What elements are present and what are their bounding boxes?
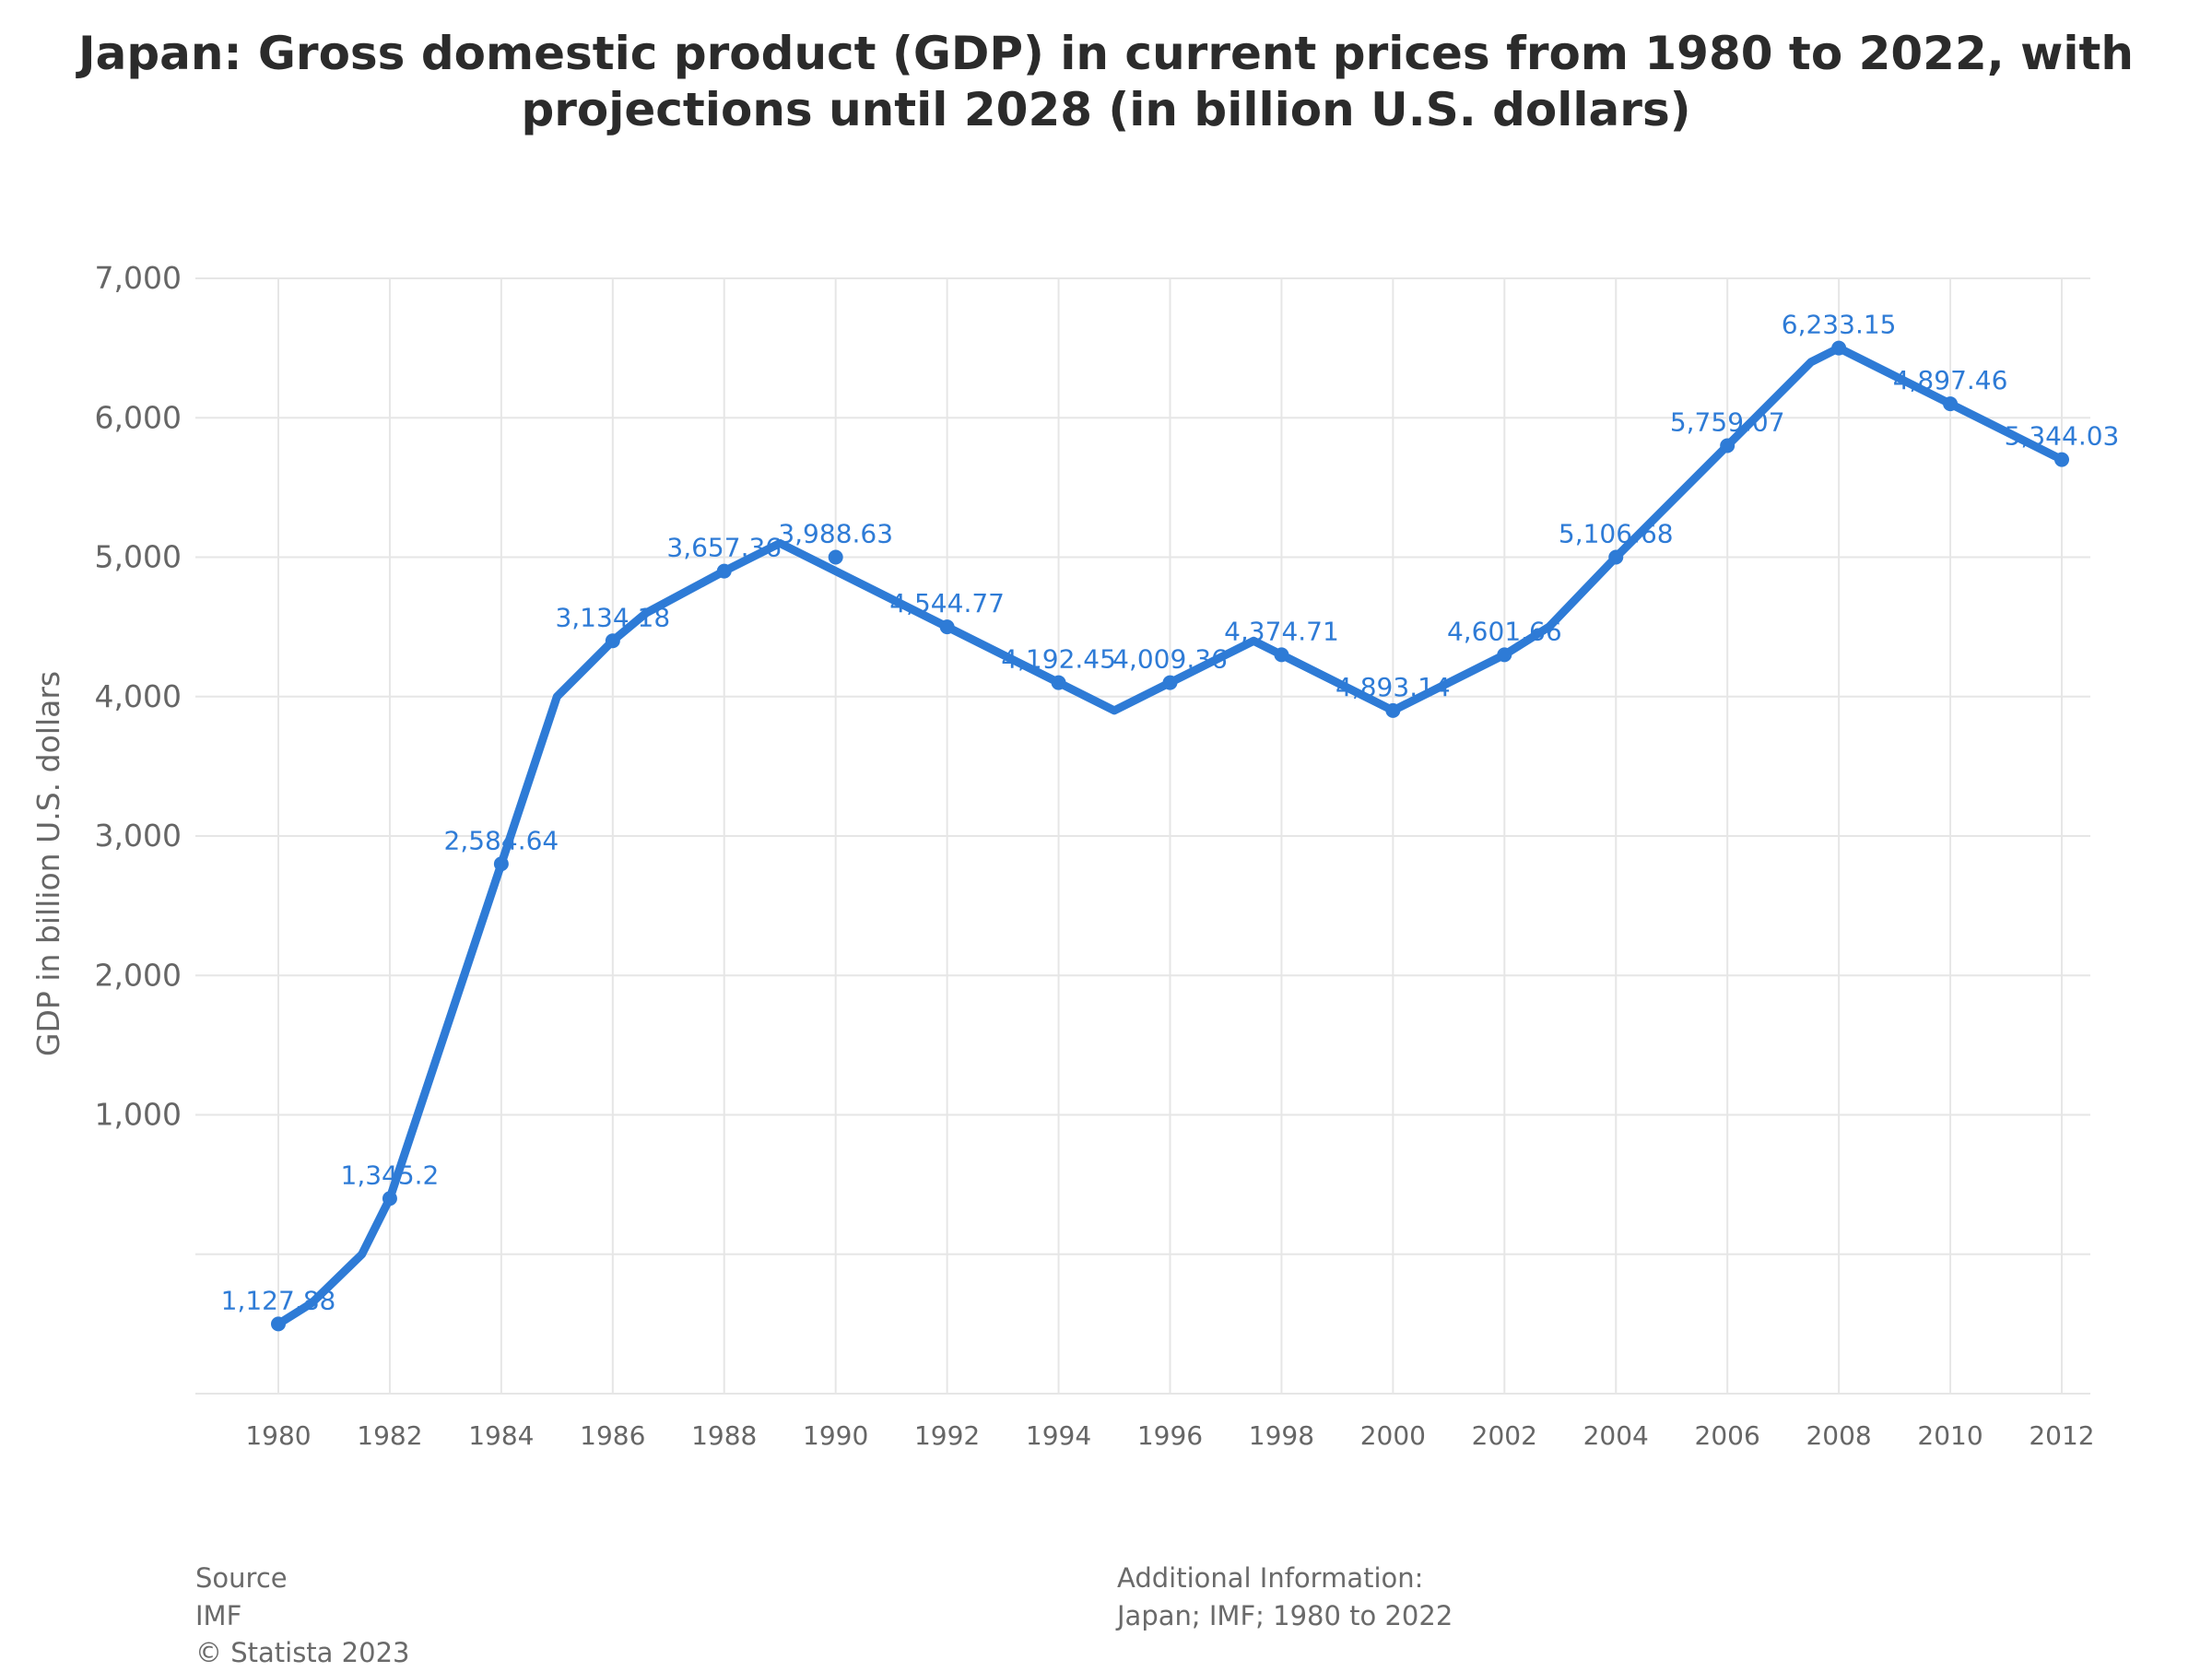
- data-point: [1274, 647, 1289, 663]
- data-point: [716, 563, 732, 579]
- data-point: [1720, 438, 1735, 453]
- x-tick-label: 1986: [580, 1420, 645, 1451]
- data-point: [271, 1316, 286, 1332]
- axes: 1,000 2,000 3,000 4,000 5,000 6,000 7,000 1980 1…: [30, 260, 2095, 1451]
- y-tick-label: 4,000: [95, 678, 182, 714]
- x-tick-label: 1982: [357, 1420, 422, 1451]
- additional-info-value: Japan; IMF; 1980 to 2022: [1117, 1599, 1453, 1631]
- x-tick-label: 2010: [1917, 1420, 1983, 1451]
- data-label: 4,601.66: [1447, 616, 1562, 646]
- data-point: [493, 856, 509, 872]
- data-label: 3,134.18: [555, 602, 670, 632]
- data-point: [828, 549, 843, 565]
- data-point: [939, 619, 955, 635]
- y-tick-label: 7,000: [95, 260, 182, 296]
- data-point: [1608, 549, 1624, 565]
- data-label: 4,374.71: [1224, 616, 1339, 646]
- data-label: 4,009.36: [1112, 644, 1228, 675]
- x-tick-label: 1988: [691, 1420, 757, 1451]
- chart-title-line-2: projections until 2028 (in billion U.S. …: [521, 83, 1691, 136]
- data-point: [1943, 396, 1959, 412]
- data-point: [1162, 675, 1178, 690]
- data-label: 6,233.15: [1782, 310, 1897, 340]
- data-point: [605, 633, 620, 649]
- x-tick-label: 1980: [245, 1420, 311, 1451]
- y-tick-label: 6,000: [95, 399, 182, 435]
- data-point: [1497, 647, 1512, 663]
- x-tick-label: 2002: [1472, 1420, 1537, 1451]
- x-tick-label: 2008: [1806, 1420, 1871, 1451]
- x-tick-label: 2012: [2029, 1420, 2094, 1451]
- data-label: 5,106.68: [1559, 519, 1674, 549]
- series-line: [274, 344, 2066, 1328]
- data-label: 2,584.64: [444, 825, 559, 855]
- y-axis-title: GDP in billion U.S. dollars: [30, 671, 66, 1056]
- data-label: 4,192.45: [1001, 644, 1116, 675]
- data-labels: 1,127.88 1,345.2 2,584.64 3,134.18 3,657.363…: [221, 310, 2120, 1316]
- data-label: 4,893.14: [1335, 672, 1451, 702]
- data-label: 3,657.36: [666, 533, 782, 563]
- x-tick-label: 1990: [803, 1420, 868, 1451]
- data-label: 3,988.63: [778, 519, 893, 549]
- data-label: 5,344.03: [2005, 421, 2120, 452]
- data-point: [1051, 675, 1066, 690]
- source-value[interactable]: IMF: [195, 1599, 242, 1631]
- chart-title-line-1: Japan: Gross domestic product (GDP) in c…: [78, 27, 2134, 80]
- data-label: 1,127.88: [221, 1285, 336, 1315]
- y-tick-label: 3,000: [95, 818, 182, 854]
- copyright[interactable]: © Statista 2023: [195, 1637, 410, 1669]
- y-tick-label: 2,000: [95, 957, 182, 993]
- source-label: Source: [195, 1562, 288, 1594]
- y-tick-label: 5,000: [95, 539, 182, 575]
- x-tick-label: 1992: [914, 1420, 980, 1451]
- footer-source: Source IMF © Statista 2023: [195, 1560, 409, 1672]
- x-tick-label: 2000: [1360, 1420, 1426, 1451]
- data-point: [1831, 340, 1847, 356]
- data-label: 4,544.77: [889, 588, 1005, 618]
- x-tick-label: 1996: [1137, 1420, 1203, 1451]
- data-point: [2054, 452, 2069, 467]
- additional-info-label: Additional Information:: [1117, 1562, 1424, 1594]
- data-label: 4,897.46: [1893, 365, 2008, 395]
- chart-title: Japan: Gross domestic product (GDP) in c…: [55, 26, 2157, 138]
- footer-additional-info: Additional Information: Japan; IMF; 1980…: [1117, 1560, 1453, 1634]
- x-tick-label: 1998: [1249, 1420, 1314, 1451]
- x-tick-label: 2004: [1583, 1420, 1649, 1451]
- series: [274, 344, 2066, 1328]
- data-label: 5,759.07: [1670, 407, 1785, 438]
- markers: [271, 340, 2069, 1332]
- x-tick-label: 1984: [468, 1420, 534, 1451]
- x-tick-label: 2006: [1695, 1420, 1760, 1451]
- data-point: [1385, 702, 1401, 718]
- x-tick-label: 1994: [1026, 1420, 1091, 1451]
- data-label: 1,345.2: [341, 1160, 440, 1190]
- data-point: [382, 1191, 397, 1207]
- y-tick-label: 1,000: [95, 1097, 182, 1133]
